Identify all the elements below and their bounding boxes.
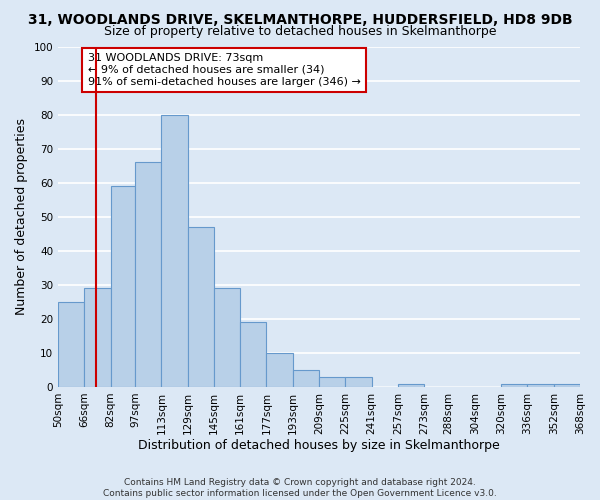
Bar: [293, 370, 319, 387]
Text: Size of property relative to detached houses in Skelmanthorpe: Size of property relative to detached ho…: [104, 25, 496, 38]
Bar: [214, 288, 240, 387]
Bar: [188, 227, 214, 387]
Bar: [345, 376, 371, 387]
Bar: [266, 353, 293, 387]
Text: 31 WOODLANDS DRIVE: 73sqm
← 9% of detached houses are smaller (34)
91% of semi-d: 31 WOODLANDS DRIVE: 73sqm ← 9% of detach…: [88, 54, 361, 86]
Bar: [398, 384, 424, 387]
Text: 31, WOODLANDS DRIVE, SKELMANTHORPE, HUDDERSFIELD, HD8 9DB: 31, WOODLANDS DRIVE, SKELMANTHORPE, HUDD…: [28, 12, 572, 26]
Bar: [554, 384, 580, 387]
Text: Contains HM Land Registry data © Crown copyright and database right 2024.
Contai: Contains HM Land Registry data © Crown c…: [103, 478, 497, 498]
Bar: [240, 322, 266, 387]
Bar: [135, 162, 161, 387]
Bar: [319, 376, 345, 387]
Bar: [527, 384, 554, 387]
Bar: [501, 384, 527, 387]
Y-axis label: Number of detached properties: Number of detached properties: [15, 118, 28, 315]
X-axis label: Distribution of detached houses by size in Skelmanthorpe: Distribution of detached houses by size …: [138, 440, 500, 452]
Bar: [58, 302, 85, 387]
Bar: [161, 114, 188, 387]
Bar: [110, 186, 135, 387]
Bar: [85, 288, 110, 387]
